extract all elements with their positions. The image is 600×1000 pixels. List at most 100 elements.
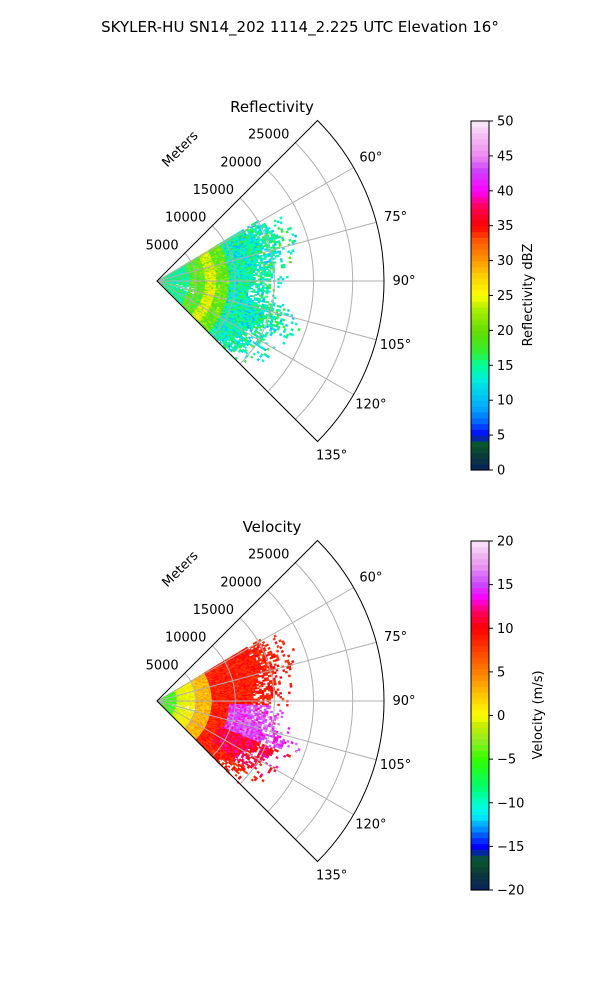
reflectivity-azimuth-tick-label: 75°: [384, 210, 407, 225]
reflectivity-azimuth-tick-label: 120°: [355, 398, 386, 413]
reflectivity-data-cell: [260, 232, 264, 236]
reflectivity-data-cell: [246, 275, 250, 278]
reflectivity-data-cell: [250, 287, 254, 290]
reflectivity-data-cell: [248, 285, 252, 288]
reflectivity-data-cell: [250, 275, 254, 278]
reflectivity-data-cell: [255, 283, 258, 286]
reflectivity-data-cell: [251, 283, 254, 286]
reflectivity-data-cell: [253, 281, 256, 284]
reflectivity-colorbar-segment: [471, 289, 489, 297]
reflectivity-colorbar-segment: [471, 394, 489, 401]
reflectivity-data-cell: [242, 278, 245, 281]
reflectivity-data-cell: [237, 278, 241, 281]
reflectivity-colorbar-label: Reflectivity dBZ: [521, 244, 536, 347]
reflectivity-data-cell: [289, 251, 293, 255]
reflectivity-data-cell: [189, 285, 192, 287]
reflectivity-panel: Reflectivity Meters 50001000015000200002…: [146, 98, 536, 479]
reflectivity-data-cell: [247, 336, 252, 340]
reflectivity-data-cell: [280, 266, 284, 269]
reflectivity-colorbar-segment: [471, 231, 489, 238]
reflectivity-data-cell: [273, 219, 277, 223]
reflectivity-colorbar-segment: [471, 283, 489, 291]
reflectivity-colorbar-segment: [471, 342, 489, 349]
reflectivity-radial-axis-label: Meters: [160, 128, 202, 170]
reflectivity-data-cell: [222, 278, 226, 280]
reflectivity-colorbar-segment: [471, 243, 489, 250]
reflectivity-azimuth-tick-label: 105°: [380, 338, 411, 353]
reflectivity-data-cell: [276, 254, 280, 258]
reflectivity-data-cell: [246, 281, 250, 284]
reflectivity-data-cell: [259, 275, 263, 278]
reflectivity-data-cell: [252, 270, 256, 273]
reflectivity-data-cell: [270, 267, 273, 270]
reflectivity-data-cell: [273, 261, 277, 264]
reflectivity-data-cell: [244, 275, 247, 278]
velocity-panel: Velocity Meters 500010000150002000025000…: [146, 518, 546, 899]
velocity-data-cell: [274, 641, 278, 645]
reflectivity-data-cell: [266, 288, 269, 291]
reflectivity-data-cell: [294, 234, 298, 238]
reflectivity-data-cell: [257, 278, 261, 281]
reflectivity-colorbar-segment: [471, 190, 489, 198]
reflectivity-data-cell: [248, 275, 252, 278]
reflectivity-colorbar-segment: [471, 429, 489, 436]
reflectivity-data-cell: [282, 341, 286, 346]
reflectivity-colorbar-segment: [471, 214, 489, 221]
reflectivity-colorbar-segment: [471, 406, 489, 413]
velocity-data-layer: [156, 634, 301, 785]
reflectivity-colorbar-segment: [471, 155, 489, 163]
reflectivity-data-cell: [184, 285, 188, 288]
reflectivity-data-cell: [261, 276, 265, 279]
reflectivity-colorbar-segment: [471, 324, 489, 331]
reflectivity-data-cell: [288, 256, 292, 260]
reflectivity-range-tick-label: 5000: [146, 238, 179, 253]
reflectivity-data-cell: [263, 271, 267, 274]
reflectivity-data-cell: [224, 281, 228, 283]
reflectivity-data-cell: [253, 273, 256, 276]
reflectivity-data-cell: [248, 283, 252, 285]
reflectivity-colorbar-tick-label: 50: [497, 115, 514, 130]
reflectivity-data-cell: [250, 284, 254, 287]
reflectivity-data-cell: [289, 260, 292, 264]
reflectivity-data-cell: [259, 328, 263, 332]
reflectivity-colorbar-segment: [471, 272, 489, 279]
reflectivity-azimuth-ticks: 60°75°90°105°120°135°: [316, 151, 416, 464]
reflectivity-data-cell: [283, 265, 286, 269]
reflectivity-data-cell: [291, 249, 295, 253]
reflectivity-data-cell: [280, 260, 283, 263]
reflectivity-colorbar-segment: [471, 208, 489, 215]
reflectivity-data-cell: [268, 278, 272, 281]
reflectivity-data-cell: [264, 274, 267, 278]
reflectivity-data-cell: [248, 287, 252, 290]
reflectivity-data-cell: [176, 283, 179, 285]
reflectivity-data-cell: [288, 226, 293, 230]
reflectivity-range-tick-label: 15000: [193, 183, 234, 198]
reflectivity-data-cell: [266, 274, 269, 277]
reflectivity-data-cell: [229, 279, 232, 281]
reflectivity-data-cell: [257, 301, 261, 304]
reflectivity-data-cell: [259, 281, 263, 284]
reflectivity-data-cell: [263, 286, 267, 289]
velocity-data-cell: [272, 637, 276, 641]
reflectivity-data-cell: [297, 328, 301, 332]
reflectivity-data-cell: [277, 285, 280, 289]
reflectivity-data-cell: [250, 272, 254, 275]
reflectivity-colorbar-segment: [471, 388, 489, 395]
reflectivity-data-cell: [240, 277, 243, 280]
reflectivity-title: Reflectivity: [230, 98, 314, 116]
reflectivity-colorbar-segment: [471, 301, 489, 308]
reflectivity-data-cell: [277, 278, 280, 281]
reflectivity-data-cell: [264, 262, 268, 265]
reflectivity-data-cell: [251, 281, 254, 284]
reflectivity-colorbar-segment: [471, 121, 489, 128]
reflectivity-colorbar-tick-label: 10: [497, 394, 514, 409]
reflectivity-colorbar-segment: [471, 400, 489, 407]
reflectivity-data-cell: [262, 281, 265, 284]
reflectivity-data-cell: [253, 283, 256, 286]
reflectivity-data-cell: [272, 253, 276, 257]
reflectivity-data-cell: [278, 305, 282, 309]
reflectivity-colorbar-segment: [471, 376, 489, 384]
reflectivity-grid: [156, 119, 385, 443]
reflectivity-data-cell: [244, 277, 247, 280]
